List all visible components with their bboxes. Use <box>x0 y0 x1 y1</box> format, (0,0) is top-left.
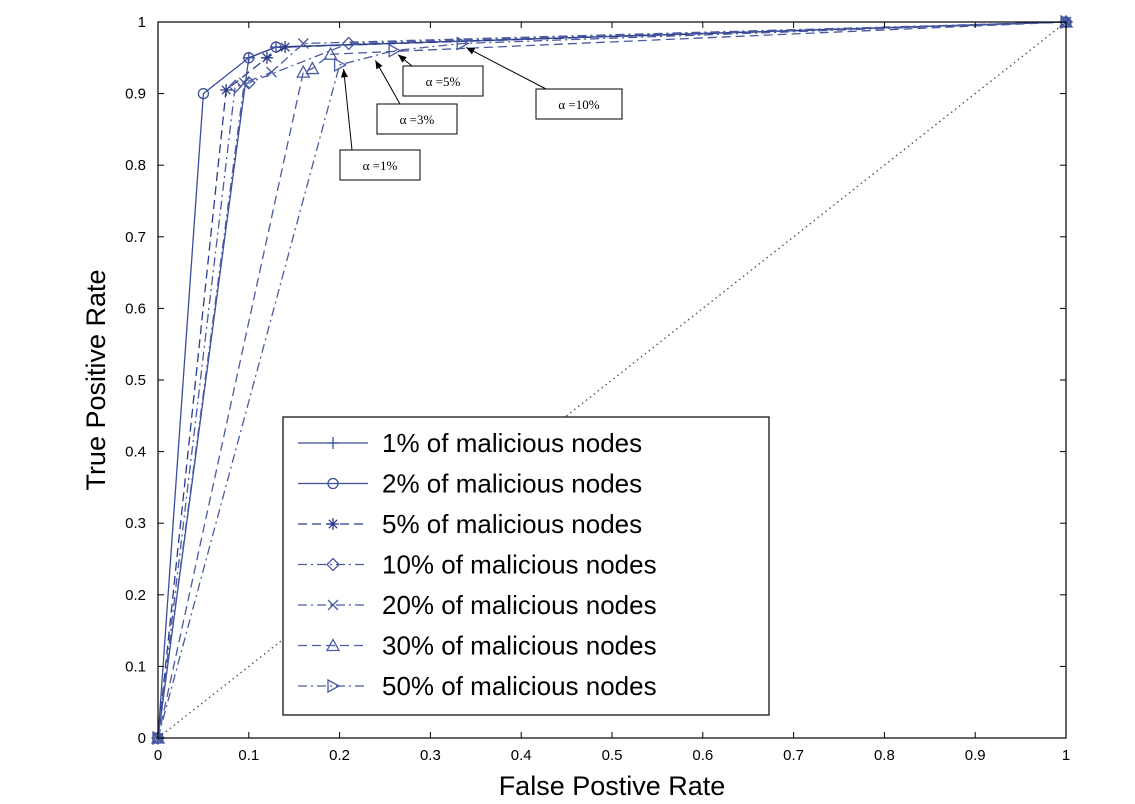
legend-marker <box>325 638 341 652</box>
x-tick-label: 0.1 <box>238 747 259 764</box>
series-line <box>157 21 1067 739</box>
y-tick-label: 0.8 <box>125 157 146 174</box>
legend-box <box>282 416 770 716</box>
legend-label: 10% of malicious nodes <box>382 550 657 580</box>
annotation-arrowhead <box>375 60 383 70</box>
data-point <box>260 51 273 64</box>
data-point <box>333 57 347 73</box>
legend-label: 20% of malicious nodes <box>382 590 657 620</box>
data-point <box>456 36 470 51</box>
data-point <box>243 52 255 64</box>
legend-marker <box>327 477 339 490</box>
legend-marker <box>327 599 339 611</box>
legend-item: 50% of malicious nodes <box>298 671 657 701</box>
axes-layer: 0 0.1 0.2 0.3 0.4 0.5 0.6 0.7 0.8 0.9 1 0 0.1 0.2 0.3 0… <box>125 14 1070 764</box>
annotation-label: α =5% <box>426 74 461 89</box>
legend-marker <box>327 518 339 530</box>
legend-item: 10% of malicious nodes <box>298 550 657 580</box>
data-point <box>305 61 320 75</box>
legend-label: 2% of malicious nodes <box>382 469 642 499</box>
annotation-arrowhead <box>340 68 348 78</box>
y-tick-label: 0.5 <box>125 372 146 389</box>
annotation-box <box>402 65 484 97</box>
series-line <box>157 21 1067 739</box>
plot-layer <box>150 14 1074 746</box>
annotation: α =5% <box>397 54 484 97</box>
legend-label: 5% of malicious nodes <box>382 509 642 539</box>
data-point <box>266 66 277 78</box>
annotation-arrowhead <box>398 54 407 63</box>
legend-item: 5% of malicious nodes <box>298 509 642 539</box>
y-tick-label: 1 <box>138 14 146 31</box>
data-point <box>297 38 309 49</box>
legend-label: 30% of malicious nodes <box>382 631 657 661</box>
annotation-box <box>339 149 421 181</box>
annotation-label: α =3% <box>400 112 435 127</box>
x-tick-label: 0.6 <box>692 747 713 764</box>
x-tick-label: 0 <box>154 747 162 764</box>
legend-label: 50% of malicious nodes <box>382 671 657 701</box>
x-tick-label: 0.4 <box>511 747 532 764</box>
legend-marker <box>327 678 341 694</box>
legend-marker <box>326 557 340 572</box>
legend-label: 1% of malicious nodes <box>382 428 642 458</box>
annotation-box <box>376 103 458 135</box>
y-tick-label: 0.1 <box>125 658 146 675</box>
data-point <box>279 41 292 54</box>
data-point <box>388 43 402 58</box>
data-point <box>228 79 243 94</box>
y-tick-label: 0.2 <box>125 587 146 604</box>
annotation-box <box>535 88 623 120</box>
x-tick-label: 0.3 <box>420 747 441 764</box>
x-tick-label: 0.7 <box>783 747 804 764</box>
legend-item: 30% of malicious nodes <box>298 631 657 661</box>
legend-item: 20% of malicious nodes <box>298 590 657 620</box>
legend-item: 1% of malicious nodes <box>298 428 642 458</box>
x-tick-label: 0.9 <box>965 747 986 764</box>
y-tick-label: 0.3 <box>125 515 146 532</box>
y-tick-label: 0.9 <box>125 86 146 103</box>
annotation-label: α =10% <box>558 97 599 112</box>
data-point <box>151 731 165 745</box>
legend: 1% of malicious nodes 2% of malicious nod… <box>282 416 770 716</box>
x-axis-label: False Postive Rate <box>499 771 726 801</box>
x-tick-label: 1 <box>1062 747 1070 764</box>
y-tick-label: 0.7 <box>125 229 146 246</box>
x-tick-label: 0.5 <box>602 747 623 764</box>
series-line <box>157 21 1067 739</box>
x-tick-label: 0.2 <box>329 747 350 764</box>
y-axis-label: True Positive Rate <box>81 269 111 490</box>
annotation-label: α =1% <box>363 158 398 173</box>
annotation-arrow <box>465 47 547 90</box>
data-point <box>241 75 256 90</box>
data-point <box>220 84 233 97</box>
x-tick-label: 0.8 <box>874 747 895 764</box>
legend-marker <box>327 437 339 449</box>
annotation-layer: α =1% α =3% α =5% α =10% <box>339 47 623 181</box>
legend-item: 2% of malicious nodes <box>298 469 642 499</box>
series-5 <box>152 16 1072 744</box>
series-line <box>157 21 1067 739</box>
data-point <box>238 77 250 89</box>
annotation-arrow <box>343 68 353 151</box>
y-tick-label: 0.6 <box>125 300 146 317</box>
annotation: α =10% <box>465 47 623 120</box>
data-point <box>323 46 338 60</box>
annotation: α =3% <box>374 60 458 135</box>
annotation-arrowhead <box>466 47 476 55</box>
annotation-arrow <box>374 60 401 105</box>
annotation: α =1% <box>339 68 421 181</box>
data-point <box>296 64 311 78</box>
data-point <box>197 87 210 100</box>
y-tick-label: 0.4 <box>125 444 146 461</box>
y-tick-label: 0 <box>138 730 146 747</box>
